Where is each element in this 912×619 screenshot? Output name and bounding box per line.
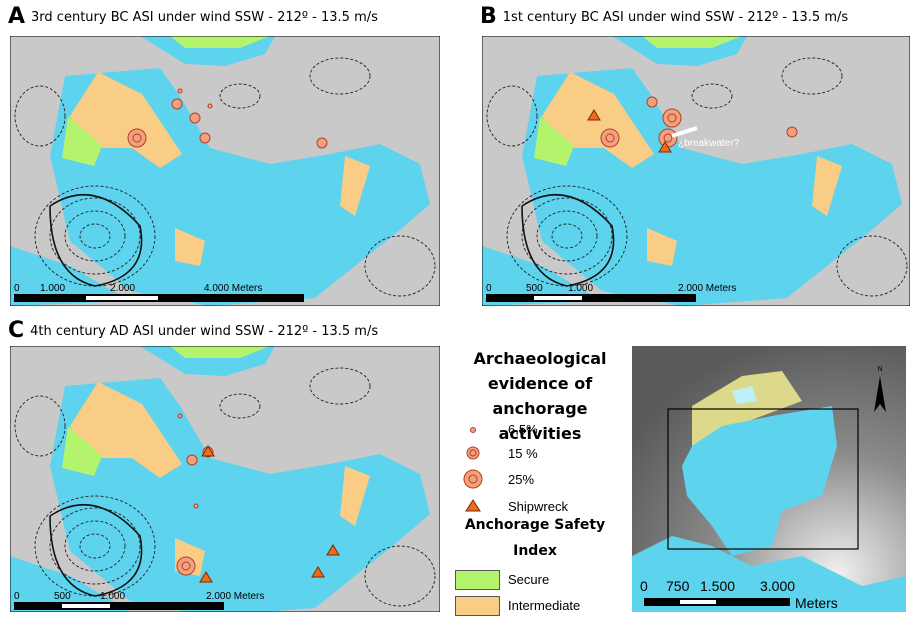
north-label: N: [877, 366, 882, 373]
scale-label: 2.000 Meters: [206, 591, 264, 602]
scale-label: 1.000: [100, 591, 125, 602]
title-text: 4th century AD ASI under wind SSW - 212º…: [30, 324, 378, 339]
title-text: 1st century BC ASI under wind SSW - 212º…: [503, 10, 848, 25]
scale-label: 1.500: [700, 578, 735, 594]
scale-label: 3.000: [760, 578, 795, 594]
legend-item: 6,5%: [508, 422, 538, 437]
legend-item: Intermediate: [508, 598, 580, 613]
basemap: [10, 346, 440, 612]
scale-label: 4.000 Meters: [204, 283, 262, 294]
legend-item: 15 %: [508, 446, 538, 461]
panel-title: B 1st century BC ASI under wind SSW - 212…: [480, 4, 848, 29]
scale-label: 0: [14, 591, 20, 602]
basemap: [482, 36, 910, 306]
scale-label: 0: [640, 578, 648, 594]
inset-map: N 0 750 1.500 3.000 Meters: [632, 346, 906, 612]
scale-label: 0: [14, 283, 20, 294]
scale-label: 1.000: [568, 283, 593, 294]
panel-title: C 4th century AD ASI under wind SSW - 212…: [8, 318, 378, 343]
annotation: ¿breakwater?: [678, 138, 740, 149]
title-text: 3rd century BC ASI under wind SSW - 212º…: [31, 10, 378, 25]
map-c: 0 500 1.000 2.000 Meters: [10, 346, 440, 612]
scale-label: 750: [666, 578, 690, 594]
scale-label: 500: [54, 591, 71, 602]
swatch-intermediate: [455, 596, 500, 616]
swatch-secure: [455, 570, 500, 590]
panel-title: A 3rd century BC ASI under wind SSW - 212…: [8, 4, 378, 29]
legend-title: Anchorage Safety Index: [462, 512, 608, 564]
basemap: [10, 36, 440, 306]
panel-letter: A: [8, 4, 25, 29]
scale-unit: Meters: [795, 595, 838, 611]
scale-label: 500: [526, 283, 543, 294]
scale-label: 2.000 Meters: [678, 283, 736, 294]
map-a: 0 1.000 2.000 4.000 Meters: [10, 36, 440, 306]
scale-label: 2.000: [110, 283, 135, 294]
scale-label: 0: [486, 283, 492, 294]
legend-item: Secure: [508, 572, 549, 587]
map-b: ¿breakwater? 0 500 1.000 2.000 Meters: [482, 36, 910, 306]
legend-item: 25%: [508, 472, 534, 487]
panel-letter: C: [8, 318, 24, 343]
scale-label: 1.000: [40, 283, 65, 294]
figure: A 3rd century BC ASI under wind SSW - 212…: [0, 0, 912, 619]
panel-letter: B: [480, 4, 497, 29]
